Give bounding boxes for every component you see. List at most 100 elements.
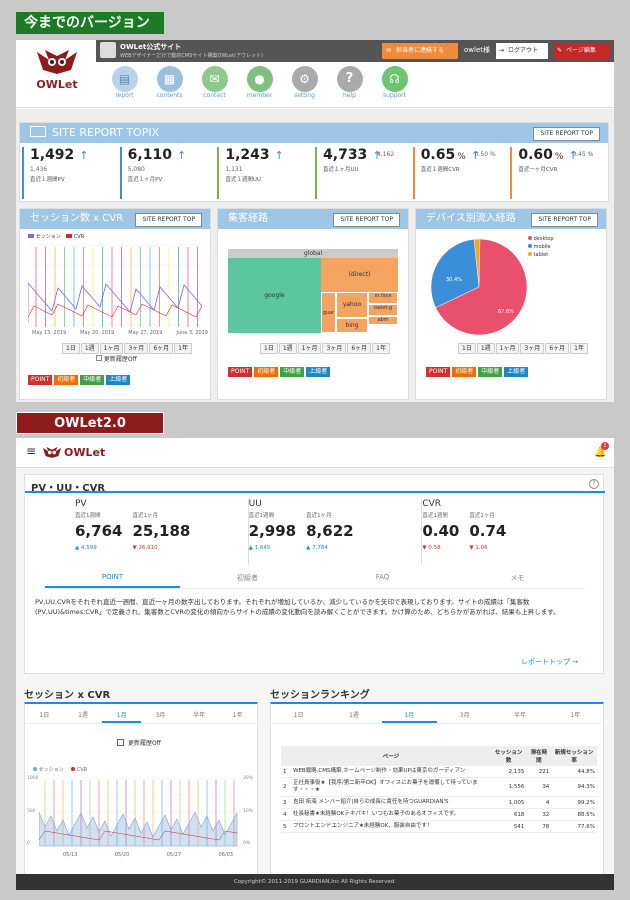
range-6m[interactable]: 6ヶ月 bbox=[347, 343, 372, 354]
table-row[interactable]: 1 WEB戦略,CMS構築,ホームページ制作・効果UPは東京のガーディアン 2,13… bbox=[281, 766, 597, 778]
report-top-link[interactable]: レポートトップ → bbox=[521, 657, 578, 667]
level-point[interactable]: POINT bbox=[228, 367, 253, 377]
page-title[interactable]: WEB戦略,CMS構築,ホームページ制作・効果UPは東京のガーディアン bbox=[293, 768, 466, 774]
logout-button[interactable]: ⇥ ログアウト bbox=[496, 43, 548, 59]
page-edit-button[interactable]: ✎ ページ編集 bbox=[554, 43, 610, 59]
ytick: 500 bbox=[27, 808, 36, 814]
new-logo[interactable]: OWLet bbox=[42, 444, 105, 460]
help-icon[interactable]: ? bbox=[589, 479, 599, 489]
kpi-main: 4,733 ↑ bbox=[323, 147, 413, 163]
old-session-chart bbox=[28, 244, 206, 327]
kpi-card: 1,243 ↑ 1,131 直近１週間UU bbox=[217, 147, 315, 199]
range-1m[interactable]: 1ヶ月 bbox=[99, 343, 124, 354]
range-tab[interactable]: 1日 bbox=[39, 712, 50, 719]
range-1d[interactable]: 1日 bbox=[458, 343, 476, 354]
old-traffic-report-button[interactable]: SITE REPORT TOP bbox=[333, 213, 400, 227]
nav-member[interactable]: ● member bbox=[237, 66, 282, 104]
nav-support[interactable]: ☊ support bbox=[372, 66, 417, 104]
range-1d[interactable]: 1日 bbox=[260, 343, 278, 354]
old-history-toggle[interactable]: 更新履歴Off bbox=[96, 354, 137, 363]
bell-icon[interactable]: 🔔 bbox=[594, 447, 607, 458]
range-tab[interactable]: 1年 bbox=[232, 712, 243, 719]
kpi-delta-value: 1,645 bbox=[254, 545, 271, 551]
table-row[interactable]: 3 吉田 拓海 メンバー紹介|自らの成長に責任を持つGUARDIAN'S 1,005… bbox=[281, 797, 597, 809]
rank-number: 1 bbox=[283, 768, 287, 775]
level-point[interactable]: POINT bbox=[426, 367, 451, 377]
range-3m[interactable]: 3ヶ月 bbox=[124, 343, 149, 354]
user-name: owlet様 bbox=[464, 46, 491, 54]
tab-beginner[interactable]: 初級者 bbox=[237, 574, 258, 582]
level-point[interactable]: POINT bbox=[28, 375, 53, 385]
gear-icon: ⚙ bbox=[291, 66, 318, 92]
nav-setting[interactable]: ⚙ setting bbox=[282, 66, 327, 104]
nav-report[interactable]: ▤ report bbox=[102, 66, 147, 104]
arrow-down-icon: ▼ bbox=[132, 545, 139, 551]
level-beginner[interactable]: 初級者 bbox=[254, 367, 279, 377]
old-topbar: OWLet公式サイト WEBデザイナーだけで動的CMSサイト構築OWLet(アウ… bbox=[96, 40, 614, 62]
table-row[interactable]: 5 フロントエンドエンジニア★未経験OK、服装自由です！ 541 78 77.6% bbox=[281, 821, 597, 833]
old-header: OWLet OWLet公式サイト WEBデザイナーだけで動的CMSサイト構築OW… bbox=[16, 40, 614, 108]
level-intermediate[interactable]: 中級者 bbox=[80, 375, 105, 385]
level-beginner[interactable]: 初級者 bbox=[452, 367, 477, 377]
checkbox[interactable] bbox=[96, 355, 102, 361]
tab-faq[interactable]: FAQ bbox=[375, 573, 390, 581]
level-advanced[interactable]: 上級者 bbox=[306, 367, 331, 377]
new-session-chart bbox=[39, 777, 241, 847]
range-6m[interactable]: 6ヶ月 bbox=[545, 343, 570, 354]
range-1y[interactable]: 1年 bbox=[570, 343, 588, 354]
range-tab[interactable]: 3月 bbox=[155, 712, 166, 719]
level-advanced[interactable]: 上級者 bbox=[106, 375, 131, 385]
page-title[interactable]: 吉田 拓海 メンバー紹介|自らの成長に責任を持つGUARDIAN'S bbox=[293, 799, 449, 805]
level-advanced[interactable]: 上級者 bbox=[504, 367, 529, 377]
range-tab[interactable]: 3月 bbox=[459, 712, 470, 719]
new-header: ≡ OWLet 🔔 1 bbox=[16, 438, 614, 468]
range-1y[interactable]: 1年 bbox=[372, 343, 390, 354]
tab-point[interactable]: POINT bbox=[45, 573, 180, 588]
range-tab[interactable]: 1年 bbox=[570, 712, 581, 719]
range-1w[interactable]: 1週 bbox=[80, 343, 99, 354]
range-tab[interactable]: 半年 bbox=[513, 712, 526, 719]
kpi-delta-value: 1.06 bbox=[475, 545, 488, 551]
level-intermediate[interactable]: 中級者 bbox=[478, 367, 503, 377]
sessions: 2,135 bbox=[508, 768, 525, 775]
checkbox[interactable] bbox=[117, 739, 124, 746]
nav-contents[interactable]: ▦ contents bbox=[147, 66, 192, 104]
range-tab[interactable]: 半年 bbox=[193, 712, 206, 719]
range-3m[interactable]: 3ヶ月 bbox=[520, 343, 545, 354]
legend-cvr: CVR bbox=[73, 234, 85, 240]
page-title[interactable]: 社長秘書★未経験OKテキパキ！いつもお菓子のあるオフィスです。 bbox=[293, 811, 460, 817]
new-history-toggle[interactable]: 更新履歴Off bbox=[117, 738, 161, 747]
nav-contact[interactable]: ✉ contact bbox=[192, 66, 237, 104]
page-title[interactable]: フロントエンドエンジニア★未経験OK、服装自由です！ bbox=[293, 823, 433, 829]
old-session-legend: セッション CVR bbox=[28, 233, 84, 240]
range-tab[interactable]: 1日 bbox=[293, 712, 304, 719]
range-1w[interactable]: 1週 bbox=[476, 343, 495, 354]
owl-logo[interactable]: OWLet bbox=[26, 46, 88, 102]
tab-memo[interactable]: メモ bbox=[510, 574, 525, 582]
range-tab[interactable]: 1月 bbox=[381, 710, 437, 723]
old-device-report-button[interactable]: SITE REPORT TOP bbox=[531, 213, 598, 227]
pie-label-desktop: 67.6% bbox=[498, 309, 514, 315]
range-1y[interactable]: 1年 bbox=[174, 343, 192, 354]
hamburger-menu-icon[interactable]: ≡ bbox=[26, 444, 37, 458]
contact-staff-button[interactable]: ✉ 担当者に連絡する bbox=[382, 43, 458, 59]
level-intermediate[interactable]: 中級者 bbox=[280, 367, 305, 377]
topix-report-button[interactable]: SITE REPORT TOP bbox=[533, 127, 600, 141]
range-1m[interactable]: 1ヶ月 bbox=[495, 343, 520, 354]
range-3m[interactable]: 3ヶ月 bbox=[322, 343, 347, 354]
level-beginner[interactable]: 初級者 bbox=[54, 375, 79, 385]
table-row[interactable]: 2 正社員事役★【我序/第二新卒OK】オフィスにお菓子を運備して待っています・・・… bbox=[281, 778, 597, 797]
kpi-label: 直近１週間CVR bbox=[420, 167, 460, 173]
range-1d[interactable]: 1日 bbox=[62, 343, 80, 354]
old-session-report-button[interactable]: SITE REPORT TOP bbox=[135, 213, 202, 227]
new-session-rate: 94.3% bbox=[577, 784, 595, 790]
range-1w[interactable]: 1週 bbox=[278, 343, 297, 354]
range-6m[interactable]: 6ヶ月 bbox=[149, 343, 174, 354]
range-1m[interactable]: 1ヶ月 bbox=[297, 343, 322, 354]
range-tab[interactable]: 1週 bbox=[349, 712, 359, 719]
table-row[interactable]: 4 社長秘書★未経験OKテキパキ！いつもお菓子のあるオフィスです。 618 32 88.… bbox=[281, 809, 597, 821]
nav-help[interactable]: ? help bbox=[327, 66, 372, 104]
range-tab[interactable]: 1月 bbox=[102, 710, 142, 723]
page-title[interactable]: 正社員事役★【我序/第二新卒OK】オフィスにお菓子を運備して待っています・・・★ bbox=[293, 780, 478, 793]
range-tab[interactable]: 1週 bbox=[78, 712, 88, 719]
